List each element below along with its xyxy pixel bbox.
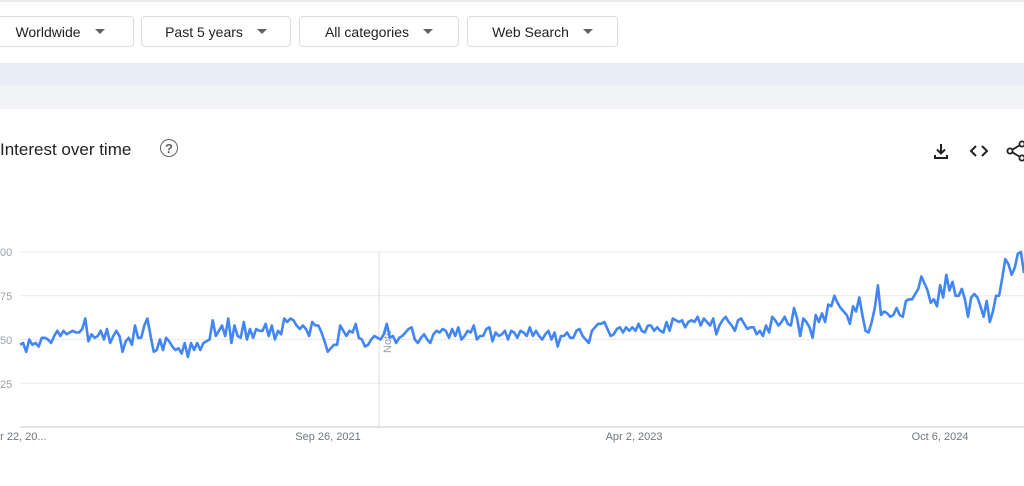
download-icon bbox=[934, 144, 948, 159]
x-tick-label: ar 22, 20... bbox=[0, 431, 47, 443]
region-filter-label: Worldwide bbox=[15, 23, 81, 40]
section-title: Interest over time bbox=[0, 140, 132, 159]
y-tick-label: 50 bbox=[0, 335, 12, 347]
caret-down-icon bbox=[423, 29, 434, 34]
help-icon[interactable]: ? bbox=[160, 139, 178, 157]
x-tick-label: Sep 26, 2021 bbox=[295, 431, 360, 443]
embed-icon bbox=[969, 145, 989, 157]
y-tick-label: 75 bbox=[0, 291, 12, 303]
compare-band bbox=[0, 63, 1024, 85]
x-tick-label: Apr 2, 2023 bbox=[606, 431, 663, 443]
top-divider bbox=[0, 0, 1024, 2]
series-line bbox=[19, 250, 1024, 359]
x-tick-label: Oct 6, 2024 bbox=[912, 431, 969, 443]
time-filter-label: Past 5 years bbox=[165, 23, 243, 40]
y-tick-label: 25 bbox=[0, 379, 12, 391]
caret-down-icon bbox=[94, 29, 105, 34]
compare-band-lower bbox=[0, 85, 1024, 109]
category-filter-button[interactable]: All categories bbox=[299, 16, 459, 47]
y-tick-label: 00 bbox=[0, 247, 12, 259]
note-marker-label: Note bbox=[382, 330, 394, 353]
caret-down-icon bbox=[256, 29, 267, 34]
filter-bar: Worldwide Past 5 years All categories We… bbox=[0, 16, 1024, 49]
region-filter-button[interactable]: Worldwide bbox=[0, 16, 134, 47]
caret-down-icon bbox=[582, 29, 593, 34]
category-filter-label: All categories bbox=[324, 23, 410, 40]
share-icon bbox=[1006, 140, 1024, 162]
share-button[interactable] bbox=[1006, 140, 1024, 162]
search-type-filter-button[interactable]: Web Search bbox=[467, 16, 618, 47]
embed-button[interactable] bbox=[968, 140, 990, 162]
search-type-filter-label: Web Search bbox=[492, 23, 569, 40]
time-filter-button[interactable]: Past 5 years bbox=[141, 16, 291, 47]
download-button[interactable] bbox=[930, 140, 952, 162]
